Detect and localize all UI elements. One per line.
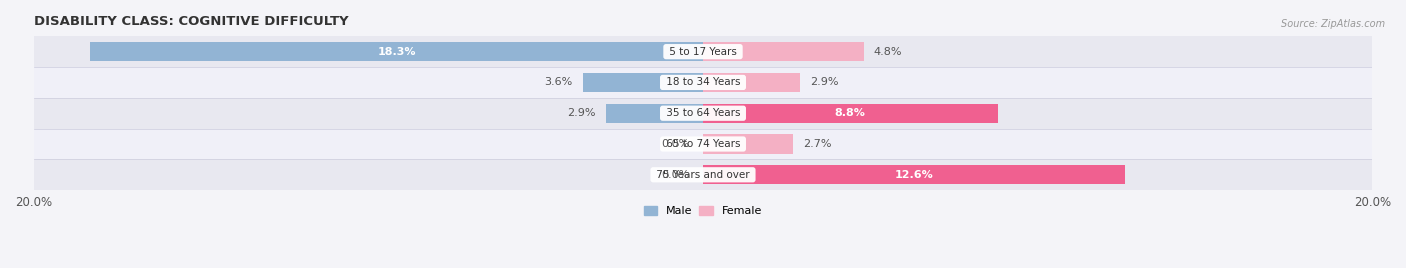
Bar (34, 129, 1372, 159)
Text: 12.6%: 12.6% (894, 170, 934, 180)
Text: 18.3%: 18.3% (377, 47, 416, 57)
Bar (34, 67, 1372, 98)
Bar (703, 104, 997, 123)
Bar (34, 159, 1372, 190)
Text: 5 to 17 Years: 5 to 17 Years (666, 47, 740, 57)
Bar (703, 42, 863, 61)
Text: 75 Years and over: 75 Years and over (652, 170, 754, 180)
Text: Source: ZipAtlas.com: Source: ZipAtlas.com (1281, 19, 1385, 29)
Bar (606, 104, 703, 123)
Text: DISABILITY CLASS: COGNITIVE DIFFICULTY: DISABILITY CLASS: COGNITIVE DIFFICULTY (34, 15, 349, 28)
Text: 0.0%: 0.0% (661, 139, 689, 149)
Bar (703, 135, 793, 154)
Text: 35 to 64 Years: 35 to 64 Years (662, 108, 744, 118)
Bar (34, 36, 1372, 67)
Bar (90, 42, 703, 61)
Text: 2.9%: 2.9% (810, 77, 838, 87)
Text: 2.7%: 2.7% (803, 139, 832, 149)
Text: 0.0%: 0.0% (661, 170, 689, 180)
Bar (34, 98, 1372, 129)
Legend: Male, Female: Male, Female (640, 201, 766, 221)
Text: 3.6%: 3.6% (544, 77, 572, 87)
Text: 18 to 34 Years: 18 to 34 Years (662, 77, 744, 87)
Text: 8.8%: 8.8% (835, 108, 866, 118)
Text: 4.8%: 4.8% (873, 47, 903, 57)
Text: 2.9%: 2.9% (568, 108, 596, 118)
Bar (703, 73, 800, 92)
Bar (582, 73, 703, 92)
Bar (703, 165, 1125, 184)
Text: 65 to 74 Years: 65 to 74 Years (662, 139, 744, 149)
